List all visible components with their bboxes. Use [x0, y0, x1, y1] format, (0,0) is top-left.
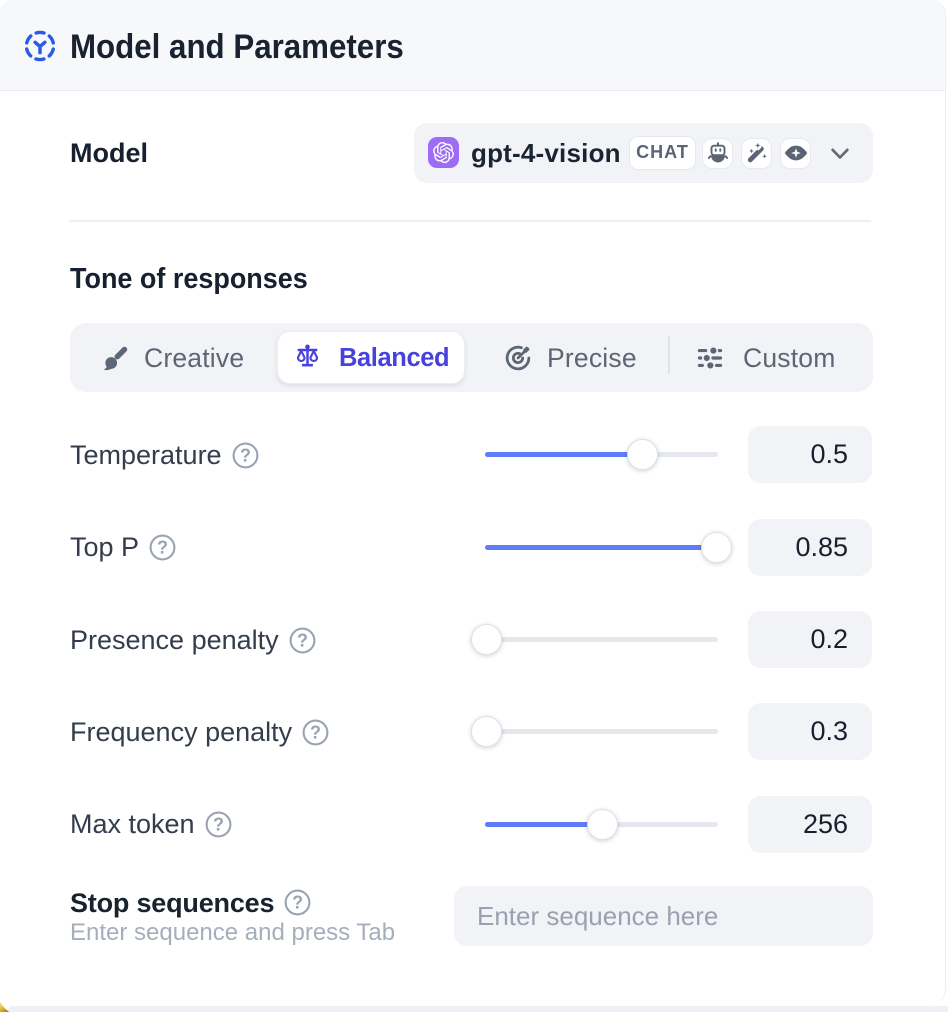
svg-text:?: ?	[292, 893, 303, 913]
svg-text:?: ?	[157, 538, 168, 558]
svg-text:?: ?	[213, 815, 224, 835]
svg-text:?: ?	[240, 445, 251, 465]
svg-text:?: ?	[297, 630, 308, 650]
svg-text:?: ?	[310, 722, 321, 742]
